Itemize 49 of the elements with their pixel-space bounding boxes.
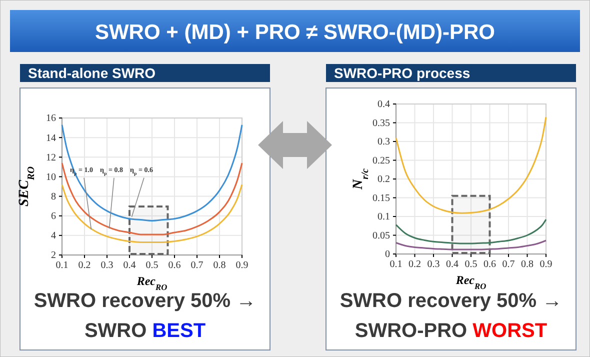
line-series: [395, 218, 547, 244]
x-tick-label: 0.6: [168, 260, 181, 272]
chart-title: Stand-alone SWRO: [28, 65, 156, 81]
y-tick-label: 10: [46, 172, 56, 183]
x-axis-title: Rec$_{RO}$: [136, 274, 168, 292]
x-tick-label: 0.9: [236, 260, 248, 272]
y-tick-label: 14: [46, 132, 56, 144]
y-tick-label: 0.1: [378, 212, 390, 223]
x-tick-label: 0.5: [146, 260, 158, 272]
y-tick-label: 2: [51, 250, 56, 262]
x-axis-title: Rec$_{RO}$: [454, 273, 486, 290]
text: SWRO + (MD) + PRO ≠ SWRO-(MD)-PRO: [94, 21, 496, 44]
y-tick-label: 6: [51, 211, 56, 222]
y-tick-label: 0: [385, 249, 390, 260]
line-series: [61, 162, 243, 236]
y-tick-label: 0.3: [378, 136, 390, 148]
x-tick-label: 0.2: [78, 260, 91, 272]
x-tick-label: 0.7: [502, 259, 515, 270]
y-tick-label: 16: [46, 113, 56, 124]
x-tick-label: 0.6: [484, 259, 496, 270]
line-series: [61, 184, 243, 244]
x-tick-label: 0.2: [408, 259, 421, 270]
line-series: [61, 124, 243, 222]
y-tick-label: 12: [46, 152, 56, 164]
x-tick-label: 0.9: [540, 259, 552, 270]
y-tick-label: 0.35: [372, 118, 390, 129]
y-tick-label: 0.05: [372, 230, 390, 242]
y-tick-label: 8: [51, 191, 56, 202]
line-series: [395, 116, 547, 214]
y-tick-label: 4: [51, 230, 56, 242]
text: SWRO recovery 50% →: [34, 290, 256, 312]
line-series: [395, 240, 547, 250]
x-tick-label: 0.3: [427, 259, 440, 270]
x-tick-label: 0.8: [213, 260, 226, 272]
y-tick-label: 0.4: [378, 99, 390, 110]
y-tick-label: 0.2: [378, 174, 390, 186]
y-tick-label: 0.15: [372, 192, 390, 204]
x-tick-label: 0.4: [123, 260, 136, 272]
x-tick-label: 0.1: [390, 259, 402, 270]
x-tick-label: 0.4: [446, 259, 458, 270]
x-tick-label: 0.5: [464, 259, 478, 270]
x-tick-label: 0.7: [190, 260, 204, 272]
x-tick-label: 0.3: [100, 260, 114, 272]
y-tick-label: 0.25: [372, 155, 390, 166]
x-tick-label: 0.8: [521, 259, 534, 270]
text: SWRO recovery 50% →: [340, 290, 562, 312]
text: SWRO-PRO WORST: [354, 320, 548, 342]
text: SWRO BEST: [84, 320, 206, 342]
chart-title: SWRO-PRO process: [334, 65, 470, 81]
